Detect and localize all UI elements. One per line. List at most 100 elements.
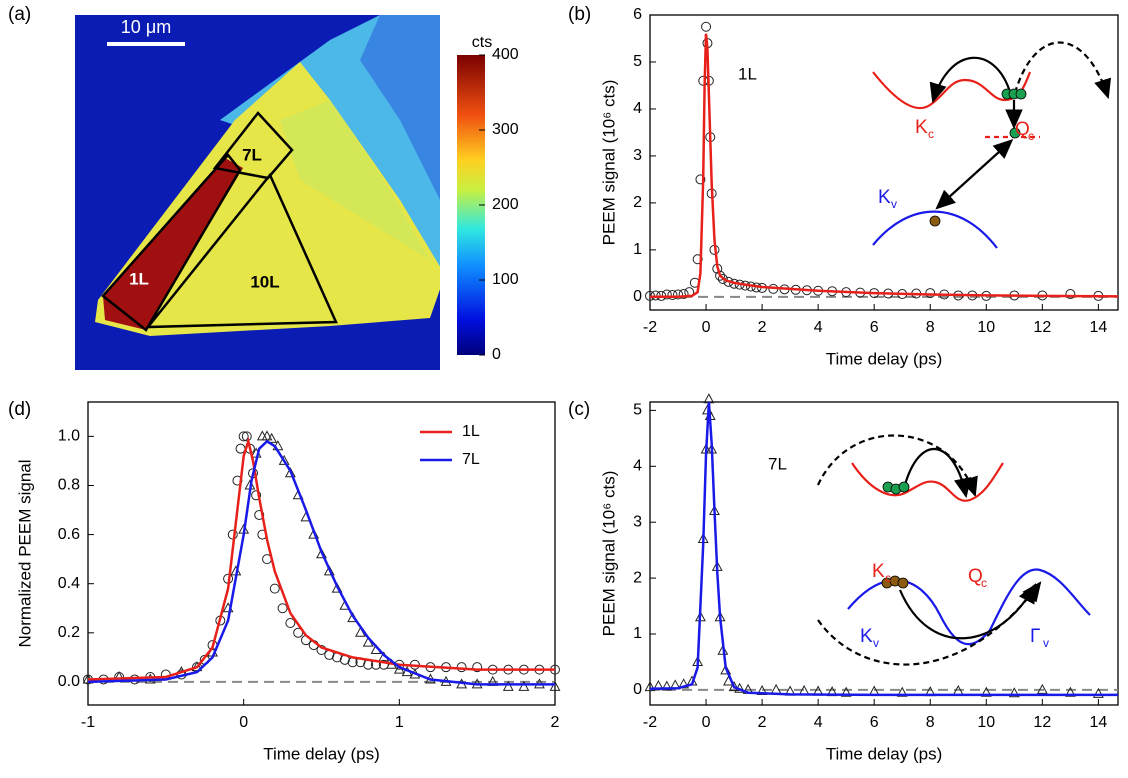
annotation: 1L [738,64,757,83]
x-tick-label: 14 [1089,714,1107,731]
data-point [254,509,265,520]
y-tick-label: 4 [633,100,642,117]
x-tick-label: 14 [1089,319,1107,336]
region-label: 7L [242,145,262,164]
y-tick-label: 4 [633,458,642,475]
data-point [644,681,656,692]
data-point [278,454,290,465]
y-tick-label: 0 [633,681,642,698]
data-point [378,659,389,670]
data-point [717,644,729,655]
data-point [692,254,703,265]
data-point [1065,289,1076,300]
colorbar-tick-label: 200 [492,196,519,213]
band-label: K [872,561,885,582]
y-axis-label: Normalized PEEM signal [15,459,34,647]
annotation: 7L [768,454,787,473]
scatter-arrow [929,56,1012,104]
data-point [925,288,936,299]
region-label: 10L [250,272,279,291]
data-point [896,686,908,697]
data-point [678,289,689,300]
y-tick-label: 1 [633,625,642,642]
y-tick-label: 2 [633,194,642,211]
data-point [518,680,530,691]
data-point [549,680,561,691]
data-point [698,75,709,86]
band-label-sub: c [885,571,891,585]
plot-frame [649,401,1119,706]
x-tick-label: 2 [551,714,560,731]
data-point [502,680,514,691]
x-tick-label: 0 [702,319,711,336]
x-tick-label: 12 [1033,319,1051,336]
plot-frame [87,401,556,706]
data-point [661,289,672,300]
x-tick-label: -2 [643,319,657,336]
data-point [717,273,728,284]
data-point [277,603,288,614]
colorbar-tick-label: 300 [492,121,519,138]
fit-line [650,33,1119,299]
panel-label: (a) [8,4,31,25]
region-label: 1L [129,269,149,288]
data-point [650,290,661,301]
data-point [1092,687,1104,698]
panel-label: (d) [8,399,31,420]
x-tick-label: 6 [870,319,879,336]
y-tick-label: 1 [633,241,642,258]
recomb-arrow [935,139,1014,210]
data-point [285,617,296,628]
valence-band [872,210,998,249]
y-tick-label: 0 [633,288,642,305]
y-tick-label: 0.8 [58,477,80,494]
inset-c [817,434,1091,666]
data-point [728,681,740,692]
data-point [695,174,706,185]
panel-label: (b) [568,4,591,25]
scatter-arrow [898,583,1037,640]
monolayer [103,158,243,330]
band-label-sub: c [1028,129,1034,143]
data-point [235,443,246,454]
colorbar-title: cts [472,34,492,51]
pem-image [75,15,440,370]
band-label-sub: v [1043,636,1049,650]
data-point [472,662,483,673]
x-tick-label: 10 [977,319,995,336]
data-point [316,548,327,559]
inset-b [872,41,1112,249]
band-label: Q [1015,119,1030,140]
band-label-sub: v [873,636,879,650]
y-tick-label: 6 [633,6,642,23]
x-tick-label: 12 [1033,714,1051,731]
band-label: Γ [1030,626,1040,647]
y-tick-label: 3 [633,147,642,164]
data-point [980,686,992,697]
band-label-sub: c [928,127,934,141]
scatter-arrow [817,581,1042,666]
data-point [756,684,768,696]
outline [101,153,242,332]
x-tick-label: 0 [702,714,711,731]
outline [212,111,294,180]
legend-label: 1L [462,423,480,440]
conduction-band [851,462,1004,502]
data-point [720,664,732,675]
data-point [241,431,252,442]
x-axis-label: Time delay (ps) [263,744,380,763]
carriers [929,88,1027,227]
data-point [238,431,249,442]
data-point [673,289,684,300]
data-point [1064,686,1076,697]
legend-label: 7L [462,451,480,468]
y-tick-label: 0.0 [58,673,80,690]
y-axis-label: PEEM signal (10⁶ cts) [599,80,618,246]
data-point [284,467,296,478]
fit-line [87,439,555,686]
plot-frame [649,14,1119,311]
x-tick-label: 0 [239,714,248,731]
data-point [251,490,262,501]
data-point [661,680,673,691]
thick-region [360,15,440,200]
